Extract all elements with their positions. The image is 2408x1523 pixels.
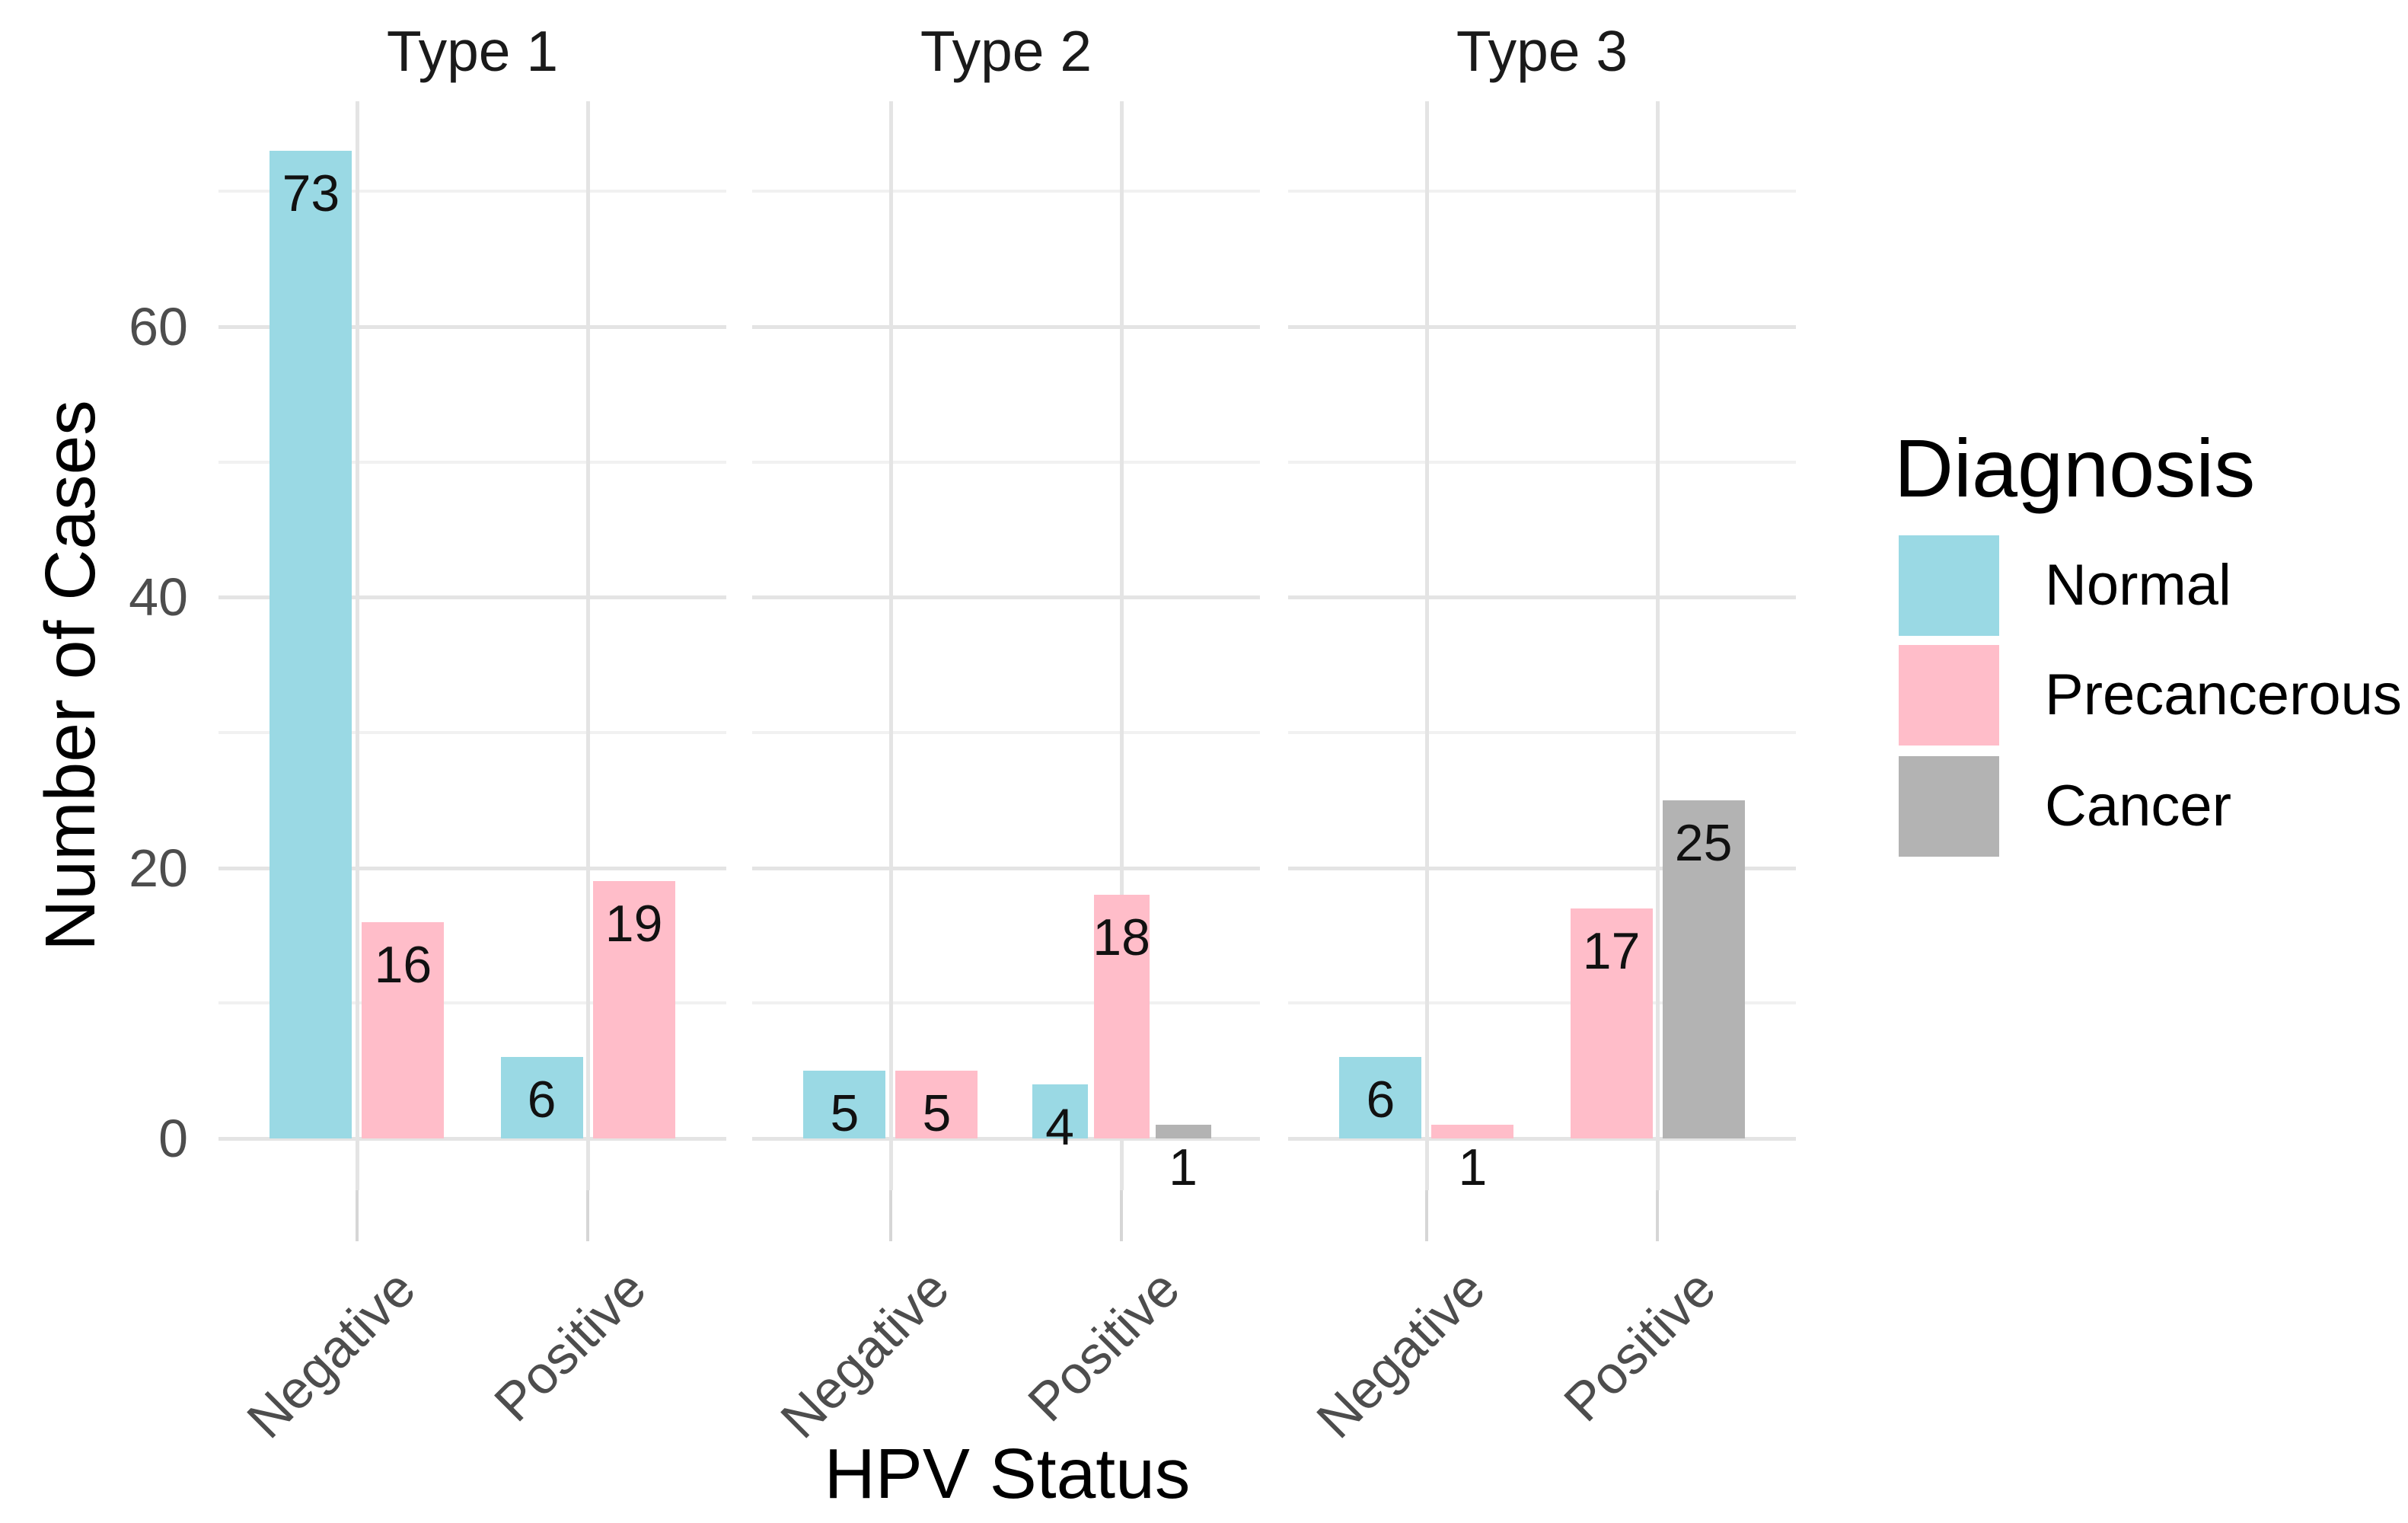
x-tick-type-3-positive [1656,1190,1660,1241]
x-tick-type-1-negative [355,1190,359,1241]
x-tick-label-positive: Positive [1016,1258,1191,1433]
x-tick-label-negative: Negative [1305,1258,1496,1450]
gridline-x-type-2-negative [888,101,893,1190]
facet-title-type-1: Type 1 [386,19,559,83]
y-tick-label-20: 20 [129,838,188,898]
gridline-major-y0 [218,1137,726,1141]
bar-type-3-negative-precancerous [1431,1125,1514,1138]
bar-type-3-positive-cancer [1662,800,1745,1138]
x-tick-type-2-positive [1120,1190,1124,1241]
y-axis-title: Number of Cases [30,400,110,951]
bar-value-label-type-2-positive-normal: 4 [1045,1097,1074,1156]
bar-type-1-positive-precancerous [592,881,675,1138]
x-tick-type-2-negative [888,1190,892,1241]
gridline-minor-y70 [218,190,726,193]
bar-value-label-type-3-positive-precancerous: 17 [1582,921,1641,980]
gridline-minor-y30 [1288,730,1796,734]
facet-title-type-2: Type 2 [920,19,1092,83]
bar-value-label-type-3-negative-normal: 6 [1366,1071,1395,1129]
gridline-minor-y50 [218,460,726,464]
gridline-major-y40 [218,595,726,600]
gridline-major-y40 [752,595,1260,600]
gridline-major-y60 [218,324,726,329]
x-tick-type-3-negative [1424,1190,1428,1241]
bar-value-label-type-2-negative-normal: 5 [830,1084,860,1143]
gridline-x-type-1-positive [586,101,591,1190]
bar-type-1-negative-precancerous [362,921,445,1138]
bar-type-3-positive-precancerous [1570,908,1653,1138]
gridline-minor-y10 [218,1001,726,1005]
legend-label-precancerous: Precancerous [2045,663,2402,727]
gridline-minor-y50 [1288,460,1796,464]
gridline-minor-y70 [752,190,1260,193]
legend-swatch-precancerous [1899,645,1999,746]
gridline-x-type-3-negative [1424,101,1429,1190]
bar-type-2-positive-cancer [1155,1125,1211,1138]
bar-type-1-negative-normal [270,150,352,1138]
gridline-minor-y30 [752,730,1260,734]
x-axis-title: HPV Status [824,1434,1191,1513]
y-tick-label-40: 40 [129,567,188,627]
gridline-minor-y30 [218,730,726,734]
gridline-major-y20 [218,866,726,870]
bar-type-2-negative-normal [803,1071,886,1138]
bar-type-3-negative-normal [1339,1057,1422,1138]
y-tick-label-0: 0 [158,1109,188,1168]
gridline-minor-y70 [1288,190,1796,193]
bar-value-label-type-1-negative-normal: 73 [282,164,340,222]
legend-label-normal: Normal [2045,553,2231,618]
gridline-major-y60 [752,324,1260,329]
x-tick-label-negative: Negative [769,1258,960,1450]
bar-value-label-type-1-positive-precancerous: 19 [604,895,663,953]
gridline-minor-y10 [1288,1001,1796,1005]
gridline-major-y20 [1288,866,1796,870]
gridline-major-y40 [1288,595,1796,600]
bar-type-2-negative-precancerous [895,1071,978,1138]
x-tick-label-positive: Positive [1552,1258,1727,1433]
x-tick-type-1-positive [586,1190,590,1241]
legend-title: Diagnosis [1894,422,2256,514]
legend-swatch-cancer [1899,756,1999,857]
bar-value-label-type-1-negative-precancerous: 16 [374,935,432,994]
legend-label-cancer: Cancer [2045,774,2231,838]
bar-type-1-positive-normal [500,1057,583,1138]
bar-value-label-type-2-positive-cancer: 1 [1169,1138,1198,1197]
bar-value-label-type-1-positive-normal: 6 [527,1071,557,1129]
gridline-x-type-3-positive [1656,101,1660,1190]
x-tick-label-negative: Negative [235,1258,426,1450]
bar-type-2-positive-precancerous [1093,895,1150,1138]
panel-type-2 [752,101,1260,1190]
legend-swatch-normal [1899,535,1999,636]
gridline-x-type-2-positive [1120,101,1124,1190]
gridline-major-y60 [1288,324,1796,329]
y-tick-label-60: 60 [129,296,188,356]
bar-value-label-type-3-negative-precancerous: 1 [1458,1138,1488,1197]
gridline-major-y20 [752,866,1260,870]
bar-type-2-positive-normal [1032,1084,1088,1138]
x-tick-label-positive: Positive [483,1258,657,1433]
bar-value-label-type-3-positive-cancer: 25 [1674,813,1733,872]
gridline-x-type-1-negative [355,101,359,1190]
bar-value-label-type-2-negative-precancerous: 5 [922,1084,952,1143]
gridline-minor-y50 [752,460,1260,464]
gridline-major-y0 [1288,1137,1796,1141]
gridline-minor-y10 [752,1001,1260,1005]
bar-value-label-type-2-positive-precancerous: 18 [1092,908,1150,967]
gridline-major-y0 [752,1137,1260,1141]
facet-title-type-3: Type 3 [1456,19,1628,83]
